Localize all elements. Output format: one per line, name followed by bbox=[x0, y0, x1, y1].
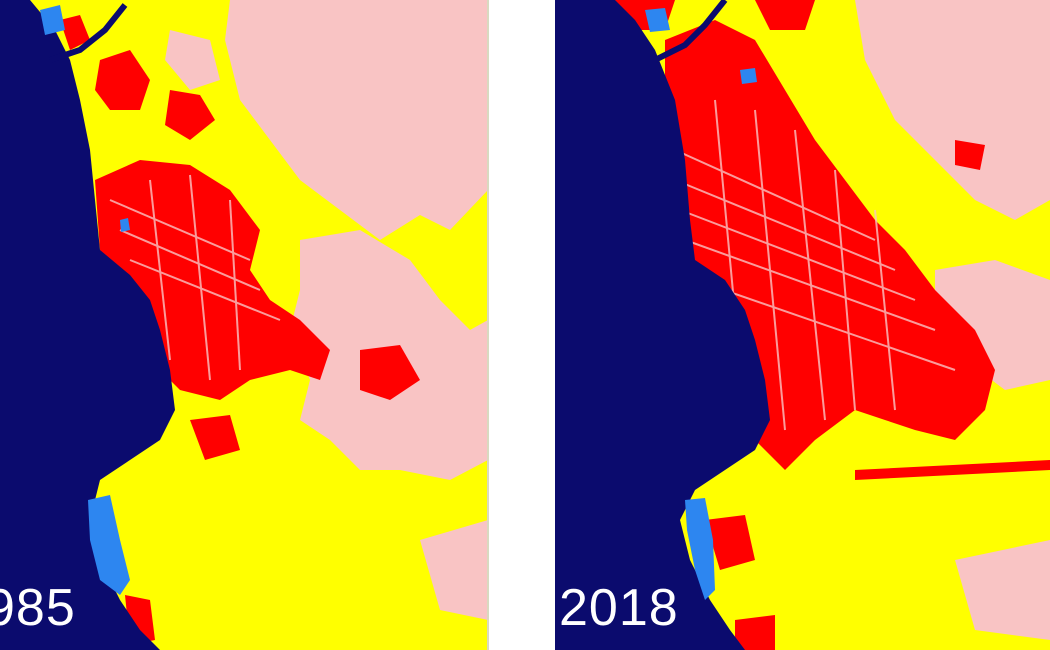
sea-area bbox=[555, 0, 770, 650]
river-channel bbox=[49, 3, 128, 63]
water-body-areas bbox=[645, 8, 757, 600]
sea-area bbox=[0, 0, 175, 650]
year-label-right: 2018 bbox=[559, 579, 679, 637]
urban-street-grid bbox=[674, 99, 956, 431]
panel-separator bbox=[488, 0, 555, 650]
water-body-areas bbox=[40, 5, 130, 595]
map-canvas-right bbox=[555, 0, 1050, 650]
land-cover-map-right: 2018 bbox=[555, 0, 1050, 650]
land-cover-map-left: 985 bbox=[0, 0, 488, 650]
map-canvas-left bbox=[0, 0, 488, 650]
year-label-left: 985 bbox=[0, 579, 76, 637]
river-channel bbox=[653, 0, 728, 63]
left-map-border bbox=[487, 0, 489, 650]
urban-street-grid bbox=[109, 174, 281, 381]
